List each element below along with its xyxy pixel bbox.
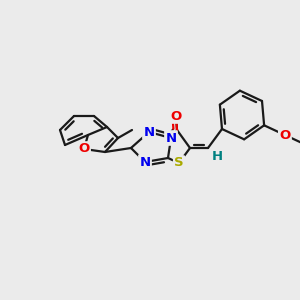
Text: O: O [279, 128, 290, 142]
Text: O: O [170, 110, 182, 122]
Text: H: H [212, 149, 223, 163]
Text: S: S [174, 157, 184, 169]
Text: N: N [140, 155, 151, 169]
Text: N: N [165, 131, 177, 145]
Text: N: N [143, 125, 155, 139]
Text: O: O [78, 142, 90, 155]
